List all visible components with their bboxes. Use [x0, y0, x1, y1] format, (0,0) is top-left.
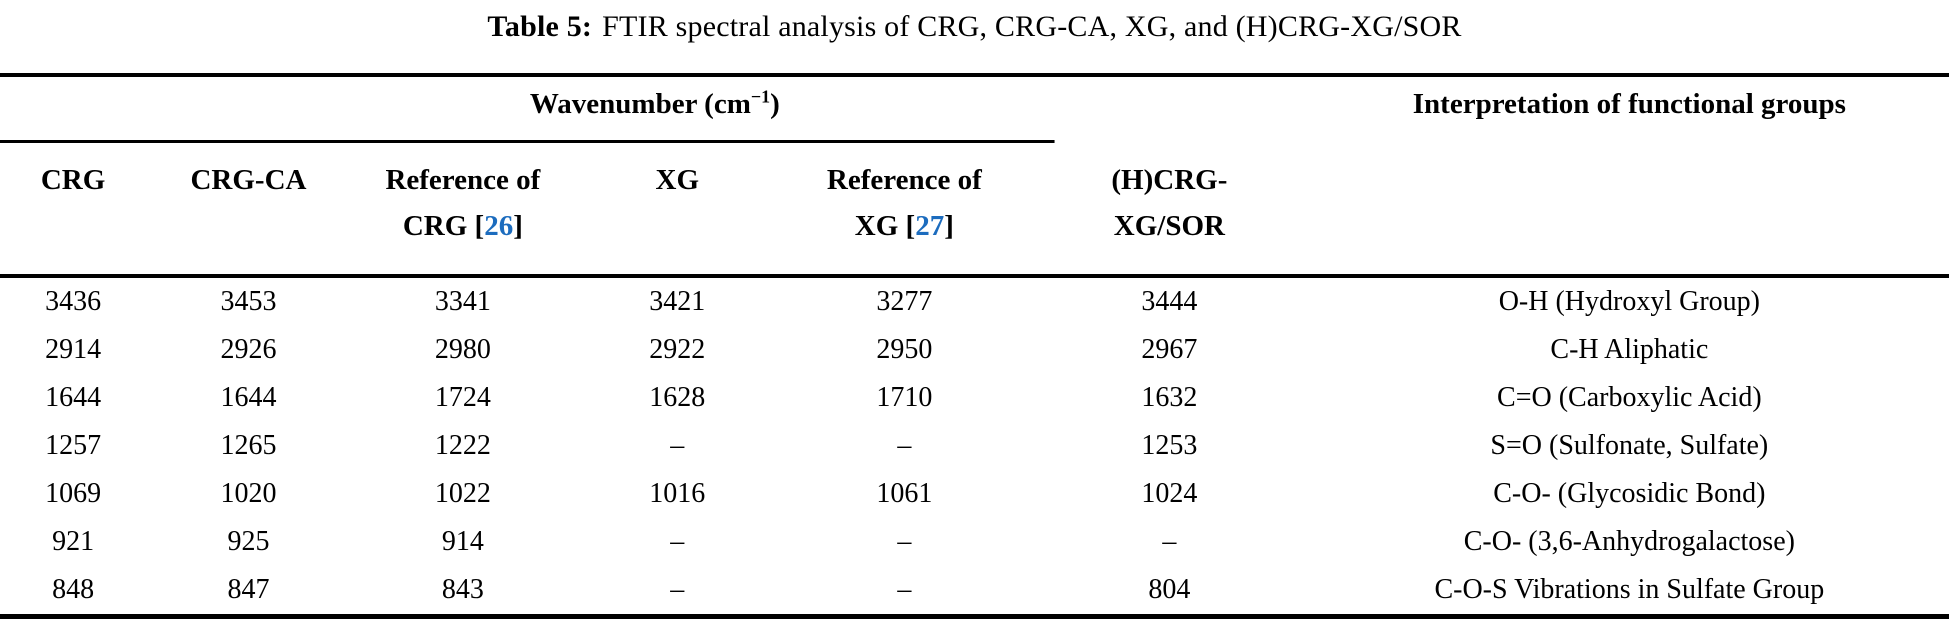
wavenumber-cell: 1222: [434, 430, 491, 461]
ftir-table: Wavenumber (cm−1) Interpretation of func…: [0, 73, 1949, 619]
wavenumber-cell: 2926: [220, 334, 277, 365]
wavenumber-cell: –: [897, 526, 912, 557]
citation-link-26[interactable]: 26: [484, 210, 514, 243]
table-row: 1069 1020 1022 1016 1061 1024 C-O- (Glycosidic…: [0, 470, 1949, 518]
group-header-interpretation: Interpretation of functional groups: [1412, 88, 1846, 120]
col-header-label-line2: XG/SOR: [1113, 210, 1225, 243]
wavenumber-cell: 1022: [434, 478, 491, 509]
wavenumber-cell: 2967: [1141, 334, 1198, 365]
wavenumber-cell: 3421: [649, 286, 706, 317]
wavenumber-cell: 921: [52, 526, 95, 557]
wavenumber-cell: 1020: [220, 478, 277, 509]
wavenumber-cell: 3444: [1141, 286, 1198, 317]
col-header-label-bracket: ]: [944, 210, 954, 243]
col-header-label: CRG-CA: [190, 164, 307, 196]
wavenumber-label: Wavenumber (cm: [529, 88, 751, 120]
col-header-label-line2: XG [27]: [780, 203, 1029, 249]
interpretation-cell: C-O- (Glycosidic Bond): [1493, 478, 1766, 509]
wavenumber-cell: 1024: [1141, 478, 1198, 509]
col-header-crg-ca: CRG-CA: [146, 143, 351, 276]
col-header-label: XG [: [854, 210, 916, 243]
interpretation-cell: O-H (Hydroxyl Group): [1498, 286, 1760, 317]
col-header-label-line2: CRG [26]: [351, 203, 575, 249]
table-row: 1257 1265 1222 – – 1253 S=O (Sulfonate, Sulfat…: [0, 422, 1949, 470]
interpretation-cell: C=O (Carboxylic Acid): [1497, 382, 1762, 413]
column-header-row: CRG CRG-CA Reference of CRG [26] XG Refe…: [0, 143, 1949, 276]
wavenumber-cell: 3341: [434, 286, 491, 317]
col-header-label: CRG [: [402, 210, 485, 243]
table-row: 2914 2926 2980 2922 2950 2967 C-H Aliphatic: [0, 326, 1949, 374]
col-header-xg: XG: [575, 143, 780, 276]
interpretation-cell: C-O- (3,6-Anhydrogalactose): [1463, 526, 1795, 557]
col-header-label: XG: [655, 164, 700, 196]
wavenumber-cell: –: [670, 526, 685, 557]
wavenumber-cell: 847: [227, 574, 270, 605]
col-header-label: (H)CRG-: [1111, 164, 1228, 196]
col-header-crg: CRG: [0, 143, 146, 276]
wavenumber-cell: 1628: [649, 382, 706, 413]
wavenumber-label-close: ): [770, 88, 780, 120]
group-header-wavenumber: Wavenumber (cm−1): [0, 75, 1310, 143]
wavenumber-cell: –: [670, 430, 685, 461]
wavenumber-cell: 2980: [434, 334, 491, 365]
table-caption-text: FTIR spectral analysis of CRG, CRG-CA, X…: [602, 10, 1462, 43]
wavenumber-cell: 914: [441, 526, 484, 557]
wavenumber-cell: 1016: [649, 478, 706, 509]
wavenumber-cell: 1632: [1141, 382, 1198, 413]
wavenumber-cell: 1061: [876, 478, 933, 509]
wavenumber-cell: 2922: [649, 334, 706, 365]
interpretation-cell: C-O-S Vibrations in Sulfate Group: [1434, 574, 1825, 605]
col-header-label: CRG: [40, 164, 106, 196]
table-row: 921 925 914 – – – C-O- (3,6-Anhydrogalactose): [0, 518, 1949, 566]
table-body: 3436 3453 3341 3421 3277 3444 O-H (Hydroxyl Gr…: [0, 276, 1949, 617]
col-header-hcrg-xg-sor: (H)CRG- XG/SOR: [1029, 143, 1310, 276]
wavenumber-cell: 3277: [876, 286, 933, 317]
table-row: 3436 3453 3341 3421 3277 3444 O-H (Hydroxyl Gr…: [0, 276, 1949, 326]
wavenumber-cell: 925: [227, 526, 270, 557]
wavenumber-cell: 848: [52, 574, 95, 605]
table-row: 1644 1644 1724 1628 1710 1632 C=O (Carboxylic …: [0, 374, 1949, 422]
wavenumber-cell: 843: [441, 574, 484, 605]
col-header-label: Reference of: [826, 164, 982, 196]
wavenumber-cell: 804: [1148, 574, 1191, 605]
wavenumber-cell: 1724: [434, 382, 491, 413]
wavenumber-cell: 3436: [45, 286, 102, 317]
wavenumber-exponent: −1: [750, 86, 771, 107]
wavenumber-cell: 1710: [876, 382, 933, 413]
citation-link-27[interactable]: 27: [915, 210, 945, 243]
interpretation-cell: C-H Aliphatic: [1550, 334, 1709, 365]
wavenumber-cell: 3453: [220, 286, 277, 317]
wavenumber-cell: 1644: [45, 382, 102, 413]
wavenumber-cell: –: [897, 430, 912, 461]
col-header-label-bracket: ]: [513, 210, 523, 243]
wavenumber-cell: 2914: [45, 334, 102, 365]
wavenumber-cell: –: [670, 574, 685, 605]
table-row: 848 847 843 – – 804 C-O-S Vibrations in Sulfat…: [0, 566, 1949, 617]
col-header-label: Reference of: [385, 164, 541, 196]
wavenumber-cell: 1644: [220, 382, 277, 413]
interpretation-cell: S=O (Sulfonate, Sulfate): [1490, 430, 1769, 461]
wavenumber-cell: 1253: [1141, 430, 1198, 461]
wavenumber-cell: 1257: [45, 430, 102, 461]
wavenumber-cell: 1265: [220, 430, 277, 461]
wavenumber-cell: 1069: [45, 478, 102, 509]
group-header-row: Wavenumber (cm−1) Interpretation of func…: [0, 75, 1949, 143]
wavenumber-cell: –: [1162, 526, 1177, 557]
wavenumber-cell: 2950: [876, 334, 933, 365]
table-caption-label: Table 5:: [487, 10, 593, 43]
col-header-reference-of-xg: Reference of XG [27]: [780, 143, 1029, 276]
table-header: Wavenumber (cm−1) Interpretation of func…: [0, 75, 1949, 276]
col-header-reference-of-crg: Reference of CRG [26]: [351, 143, 575, 276]
table-caption: Table 5: FTIR spectral analysis of CRG, C…: [0, 6, 1949, 48]
wavenumber-cell: –: [897, 574, 912, 605]
